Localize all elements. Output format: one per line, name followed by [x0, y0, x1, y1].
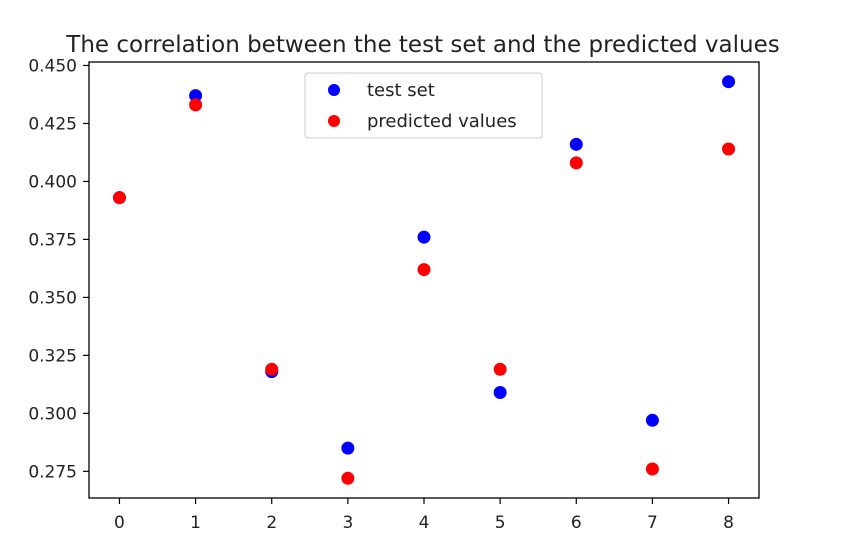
- point-predicted-values: [189, 98, 203, 112]
- x-tick-label: 2: [266, 513, 277, 533]
- point-predicted-values: [417, 263, 431, 277]
- x-axis: 0 1 2 3 4 5 6 7 8: [114, 498, 734, 533]
- y-tick-label: 0.400: [28, 172, 77, 192]
- y-axis: 0.275 0.300 0.325 0.350 0.375 0.400 0.425 0.450: [28, 56, 89, 482]
- y-tick-label: 0.325: [28, 346, 77, 366]
- x-tick-label: 5: [495, 513, 506, 533]
- chart-title: The correlation between the test set and…: [65, 32, 779, 58]
- x-tick-label: 1: [190, 513, 201, 533]
- y-tick-label: 0.425: [28, 114, 77, 134]
- x-tick-label: 7: [647, 513, 658, 533]
- point-test-set: [417, 230, 431, 244]
- legend-box: [304, 72, 543, 139]
- y-tick-label: 0.300: [28, 404, 77, 424]
- legend-marker-test-set: [328, 84, 340, 96]
- y-tick-label: 0.375: [28, 230, 77, 250]
- point-predicted-values: [341, 471, 355, 485]
- legend-label-predicted-values: predicted values: [367, 111, 517, 132]
- point-predicted-values: [722, 142, 736, 156]
- y-tick-label: 0.450: [28, 56, 77, 76]
- x-tick-label: 8: [723, 513, 734, 533]
- x-tick-label: 3: [342, 513, 353, 533]
- point-test-set: [645, 413, 659, 427]
- y-tick-label: 0.350: [28, 288, 77, 308]
- plot-frame: [88, 61, 760, 499]
- point-test-set: [341, 441, 355, 455]
- point-test-set: [569, 137, 583, 151]
- plot-points: [112, 75, 736, 485]
- point-predicted-values: [569, 156, 583, 170]
- legend: test set predicted values: [304, 72, 543, 139]
- point-test-set: [722, 75, 736, 89]
- y-tick-label: 0.275: [28, 462, 77, 482]
- x-tick-label: 0: [114, 513, 125, 533]
- x-tick-label: 6: [571, 513, 582, 533]
- legend-marker-predicted-values: [328, 115, 340, 127]
- point-test-set: [493, 385, 507, 399]
- legend-label-test-set: test set: [367, 80, 435, 101]
- point-predicted-values: [493, 362, 507, 376]
- point-predicted-values: [645, 462, 659, 476]
- point-test-set: [189, 89, 203, 103]
- point-predicted-values: [112, 191, 126, 205]
- point-predicted-values: [265, 362, 279, 376]
- x-tick-label: 4: [419, 513, 430, 533]
